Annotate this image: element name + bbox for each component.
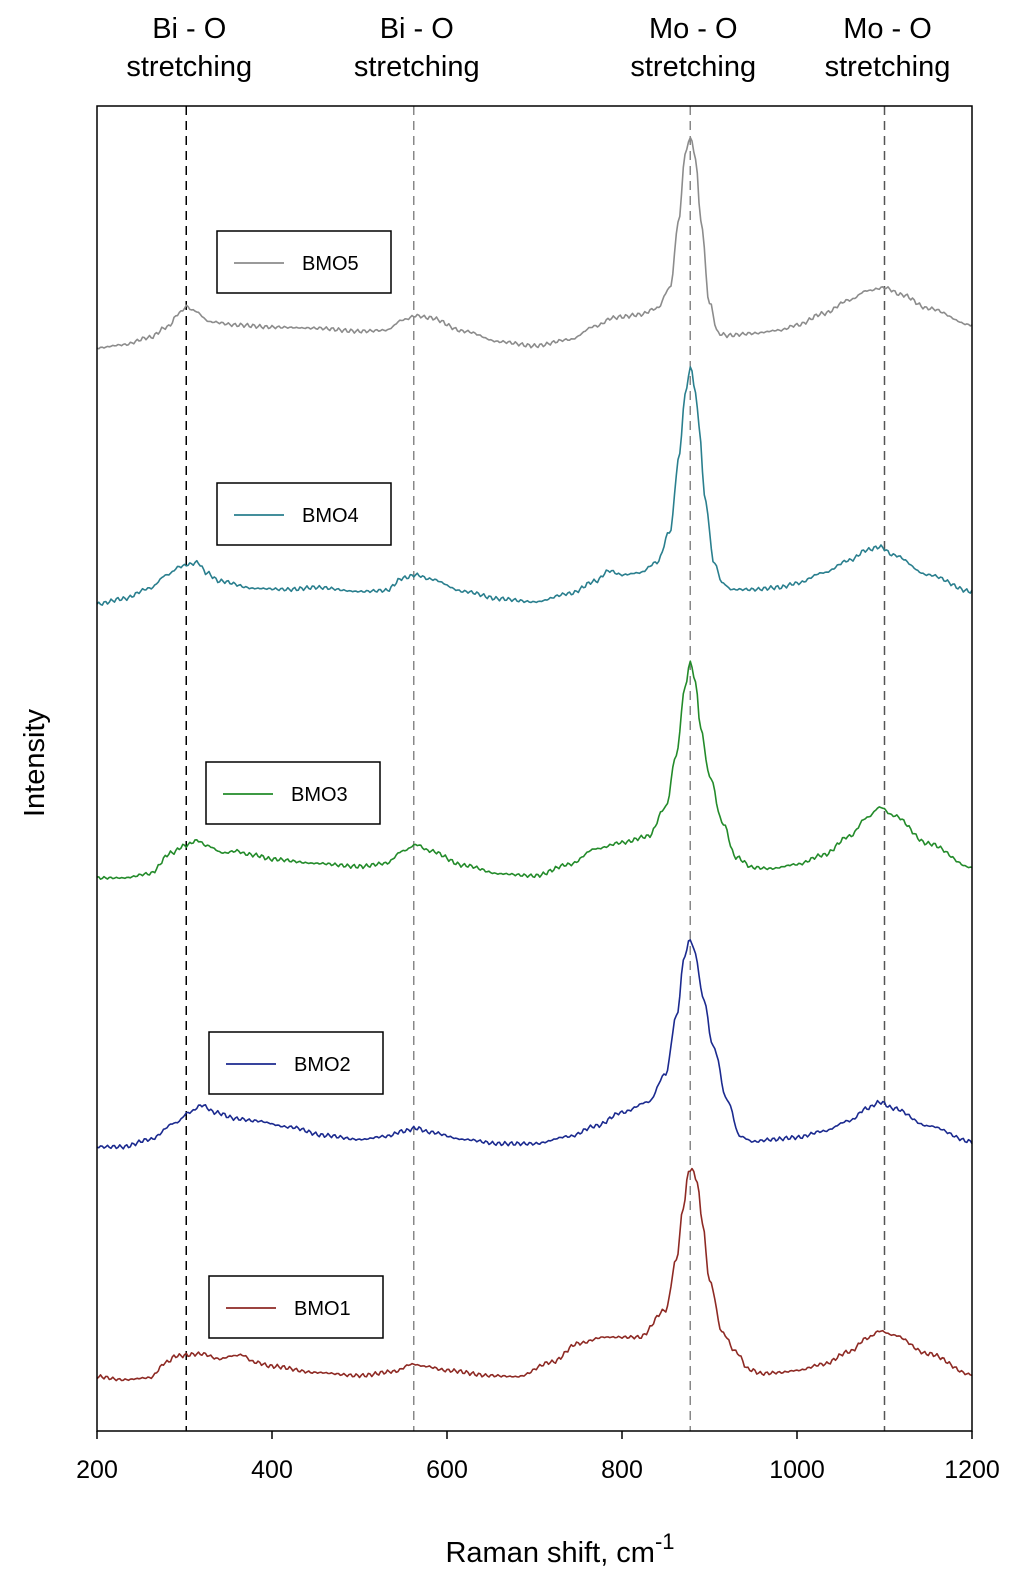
y-axis-title: Intensity (19, 709, 51, 817)
legend-layer: BMO5 BMO4 BMO3 BMO2 BMO1 (205, 230, 392, 1339)
legend-box (205, 761, 381, 825)
series-layer (96, 136, 973, 1382)
x-axis-ticks: 200 400 600 800 1000 1200 (76, 1431, 1000, 1484)
x-tick-label-1200: 1200 (944, 1456, 1000, 1484)
annotation-layer: Bi - O stretching Bi - O stretching Mo - O st… (126, 13, 950, 1431)
legend-box (208, 1275, 384, 1339)
annotation-label-1-line1: Bi - O (152, 13, 226, 45)
legend-label: BMO1 (294, 1298, 351, 1320)
annotation-label-3-line2: stretching (630, 51, 756, 83)
legend-label: BMO2 (294, 1054, 351, 1076)
legend-bmo5: BMO5 (216, 230, 392, 294)
legend-label: BMO5 (302, 253, 359, 275)
legend-box (216, 482, 392, 546)
series-line-bmo3 (97, 660, 973, 880)
x-tick-label-800: 800 (601, 1456, 643, 1484)
annotation-label-4-line2: stretching (825, 51, 951, 83)
legend-box (216, 230, 392, 294)
series-line-bmo2 (96, 939, 973, 1150)
annotation-label-2-line2: stretching (354, 51, 480, 83)
legend-bmo4: BMO4 (216, 482, 392, 546)
x-tick-label-200: 200 (76, 1456, 118, 1484)
annotation-label-4-line1: Mo - O (843, 13, 932, 45)
legend-label: BMO4 (302, 505, 359, 527)
series-line-bmo1 (96, 1167, 973, 1382)
x-tick-label-400: 400 (251, 1456, 293, 1484)
legend-bmo3: BMO3 (205, 761, 381, 825)
legend-box (208, 1031, 384, 1095)
legend-label: BMO3 (291, 784, 348, 806)
series-line-bmo5 (96, 136, 973, 350)
x-axis-title: Raman shift, cm-1 (445, 1529, 674, 1569)
annotation-label-3-line1: Mo - O (649, 13, 738, 45)
series-line-bmo4 (96, 366, 973, 606)
annotation-label-2-line1: Bi - O (380, 13, 454, 45)
x-tick-label-600: 600 (426, 1456, 468, 1484)
legend-bmo1: BMO1 (208, 1275, 384, 1339)
x-tick-label-1000: 1000 (769, 1456, 825, 1484)
annotation-label-1-line2: stretching (126, 51, 252, 83)
legend-bmo2: BMO2 (208, 1031, 384, 1095)
plot-frame (96, 105, 973, 1432)
